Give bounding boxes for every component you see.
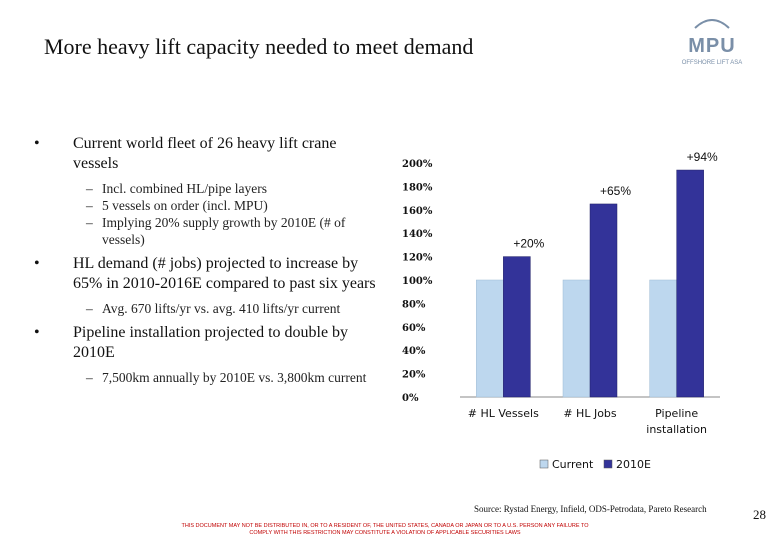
x-tick-label: # HL Vessels xyxy=(468,407,539,420)
data-label: +65% xyxy=(600,184,631,198)
sub-bullet: 7,500km annually by 2010E vs. 3,800km cu… xyxy=(30,369,380,386)
slide-title: More heavy lift capacity needed to meet … xyxy=(44,34,474,59)
sub-bullet: Avg. 670 lifts/yr vs. avg. 410 lifts/yr … xyxy=(30,300,380,317)
bar-current xyxy=(649,279,677,398)
bullet: Pipeline installation projected to doubl… xyxy=(30,323,380,363)
y-tick-label: 80% xyxy=(402,299,426,310)
bar-current xyxy=(562,279,591,398)
x-tick-label: # HL Jobs xyxy=(563,407,617,420)
y-tick-label: 60% xyxy=(402,323,426,334)
bullet-group-1: Current world fleet of 26 heavy lift cra… xyxy=(30,134,380,248)
logo-sub: OFFSHORE LIFT ASA xyxy=(682,60,743,66)
bullet: Current world fleet of 26 heavy lift cra… xyxy=(30,134,380,174)
y-tick-label: 160% xyxy=(402,206,433,217)
bar-chart: 0% 20% 40% 60% 80% 100% 120% 140% 160% 180% 200% +2… xyxy=(402,150,720,471)
bullet: HL demand (# jobs) projected to increase… xyxy=(30,254,380,294)
y-tick-label: 100% xyxy=(402,276,433,287)
sub-bullet: Implying 20% supply growth by 2010E (# o… xyxy=(30,214,380,248)
bullet-list: Current world fleet of 26 heavy lift cra… xyxy=(30,134,380,392)
y-tick-label: 140% xyxy=(402,229,433,240)
y-tick-label: 180% xyxy=(402,182,433,193)
bar-current xyxy=(476,279,504,398)
source-note: Source: Rystad Energy, Infield, ODS-Petr… xyxy=(474,504,707,514)
legend-swatch xyxy=(539,459,549,469)
legend-swatch xyxy=(603,459,613,469)
sub-bullet: Incl. combined HL/pipe layers xyxy=(30,180,380,197)
bullet-group-2: HL demand (# jobs) projected to increase… xyxy=(30,254,380,317)
bar-2010e xyxy=(676,169,704,398)
x-tick-label: Pipeline xyxy=(655,407,698,420)
legend-label: Current xyxy=(552,458,594,471)
data-label: +20% xyxy=(513,237,544,251)
y-tick-label: 120% xyxy=(402,253,433,264)
page-number: 28 xyxy=(753,507,766,522)
bar-2010e xyxy=(589,203,618,398)
y-tick-label: 0% xyxy=(402,393,419,404)
disclaimer: THIS DOCUMENT MAY NOT BE DISTRIBUTED IN,… xyxy=(181,523,589,536)
y-tick-label: 40% xyxy=(402,346,426,357)
bar-2010e xyxy=(503,256,531,398)
legend-label: 2010E xyxy=(616,458,651,471)
y-tick-label: 200% xyxy=(402,159,433,170)
bullet-group-3: Pipeline installation projected to doubl… xyxy=(30,323,380,386)
x-tick-label: installation xyxy=(646,423,707,436)
logo-main: MPU xyxy=(688,35,735,57)
y-tick-label: 20% xyxy=(402,370,426,381)
data-label: +94% xyxy=(687,150,718,164)
company-logo: MPU OFFSHORE LIFT ASA xyxy=(682,19,743,66)
sub-bullet: 5 vessels on order (incl. MPU) xyxy=(30,197,380,214)
